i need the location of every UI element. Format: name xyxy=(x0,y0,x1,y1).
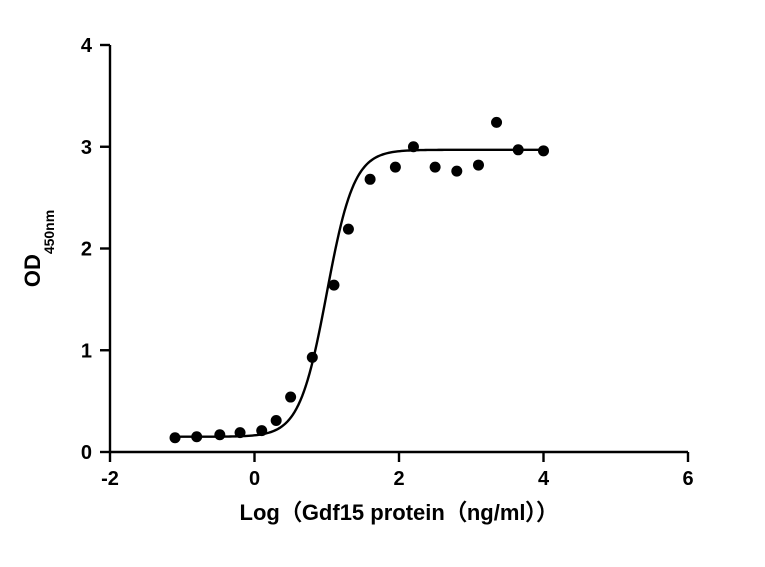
dose-response-chart: -2 0 2 4 6 0 1 2 3 4 OD450nm Log（Gdf15 protein（n… xyxy=(0,0,765,567)
svg-text:0: 0 xyxy=(81,442,92,464)
svg-text:0: 0 xyxy=(249,468,260,490)
svg-text:-2: -2 xyxy=(101,468,119,490)
svg-text:1: 1 xyxy=(81,340,92,362)
svg-text:4: 4 xyxy=(81,35,93,57)
svg-text:3: 3 xyxy=(81,137,92,159)
y-axis-ticks: 0 1 2 3 4 xyxy=(81,35,110,464)
fitted-curve xyxy=(175,150,543,437)
chart-container: -2 0 2 4 6 0 1 2 3 4 OD450nm Log（Gdf15 protein（n… xyxy=(0,0,765,567)
x-axis-title: Log（Gdf15 protein（ng/ml）） xyxy=(240,500,559,525)
axes xyxy=(110,45,688,452)
svg-text:OD450nm: OD450nm xyxy=(20,210,57,287)
data-points xyxy=(170,117,549,443)
svg-text:2: 2 xyxy=(393,468,404,490)
x-axis-ticks: -2 0 2 4 6 xyxy=(101,452,693,490)
svg-text:2: 2 xyxy=(81,239,92,261)
svg-text:4: 4 xyxy=(538,468,550,490)
y-axis-title: OD450nm xyxy=(20,210,57,287)
svg-text:6: 6 xyxy=(682,468,693,490)
